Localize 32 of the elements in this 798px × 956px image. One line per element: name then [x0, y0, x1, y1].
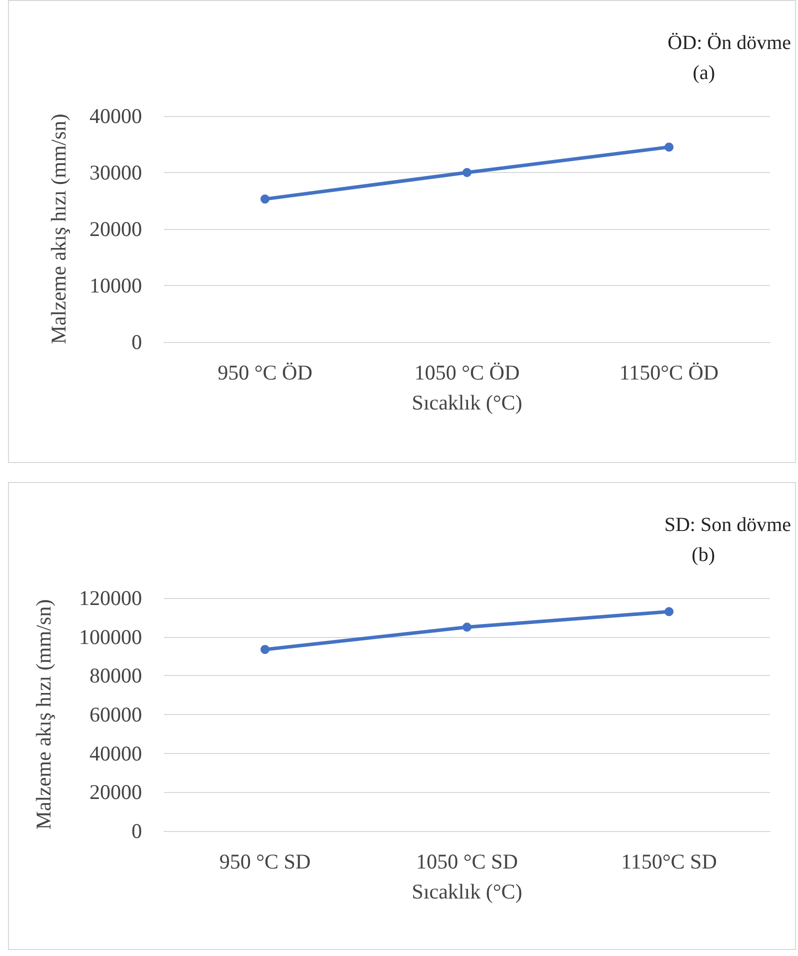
y-tick-label: 10000	[90, 274, 142, 298]
y-tick-label: 120000	[79, 586, 142, 610]
y-tick-label: 40000	[90, 741, 142, 766]
x-tick-label: 1050 °C ÖD	[414, 360, 520, 384]
y-axis-title: Malzeme akış hızı (mm/sn)	[46, 114, 70, 344]
text: SD: Son dövme	[664, 514, 792, 536]
x-tick-label: 1150°C SD	[621, 850, 717, 874]
x-tick-label: 950 °C SD	[219, 850, 311, 874]
x-tick-label: 950 °C ÖD	[218, 360, 312, 384]
y-tick-label: 40000	[90, 104, 142, 128]
x-tick-label: 1150°C ÖD	[619, 360, 719, 384]
y-tick-label: 20000	[90, 217, 142, 241]
y-tick-label: 0	[132, 819, 142, 843]
point	[664, 142, 674, 152]
y-tick-label: 60000	[90, 702, 142, 726]
point	[664, 607, 674, 616]
text: ÖD: Ön dövme	[668, 32, 792, 54]
y-tick-label: 0	[132, 330, 142, 354]
point	[462, 168, 472, 177]
x-axis-title: Sıcaklık (°C)	[412, 880, 522, 904]
y-axis-title: Malzeme akış hızı (mm/sn)	[32, 599, 56, 830]
y-tick-label: 30000	[90, 160, 142, 184]
point	[260, 644, 270, 654]
x-axis-title: Sıcaklık (°C)	[412, 390, 522, 414]
text: (a)	[692, 62, 716, 84]
text: (b)	[692, 544, 716, 566]
point	[260, 194, 270, 204]
y-tick-label: 20000	[90, 780, 142, 804]
y-tick-label: 100000	[79, 624, 142, 649]
x-tick-label: 1050 °C SD	[416, 850, 518, 874]
point	[462, 622, 472, 632]
y-tick-label: 80000	[90, 664, 142, 688]
